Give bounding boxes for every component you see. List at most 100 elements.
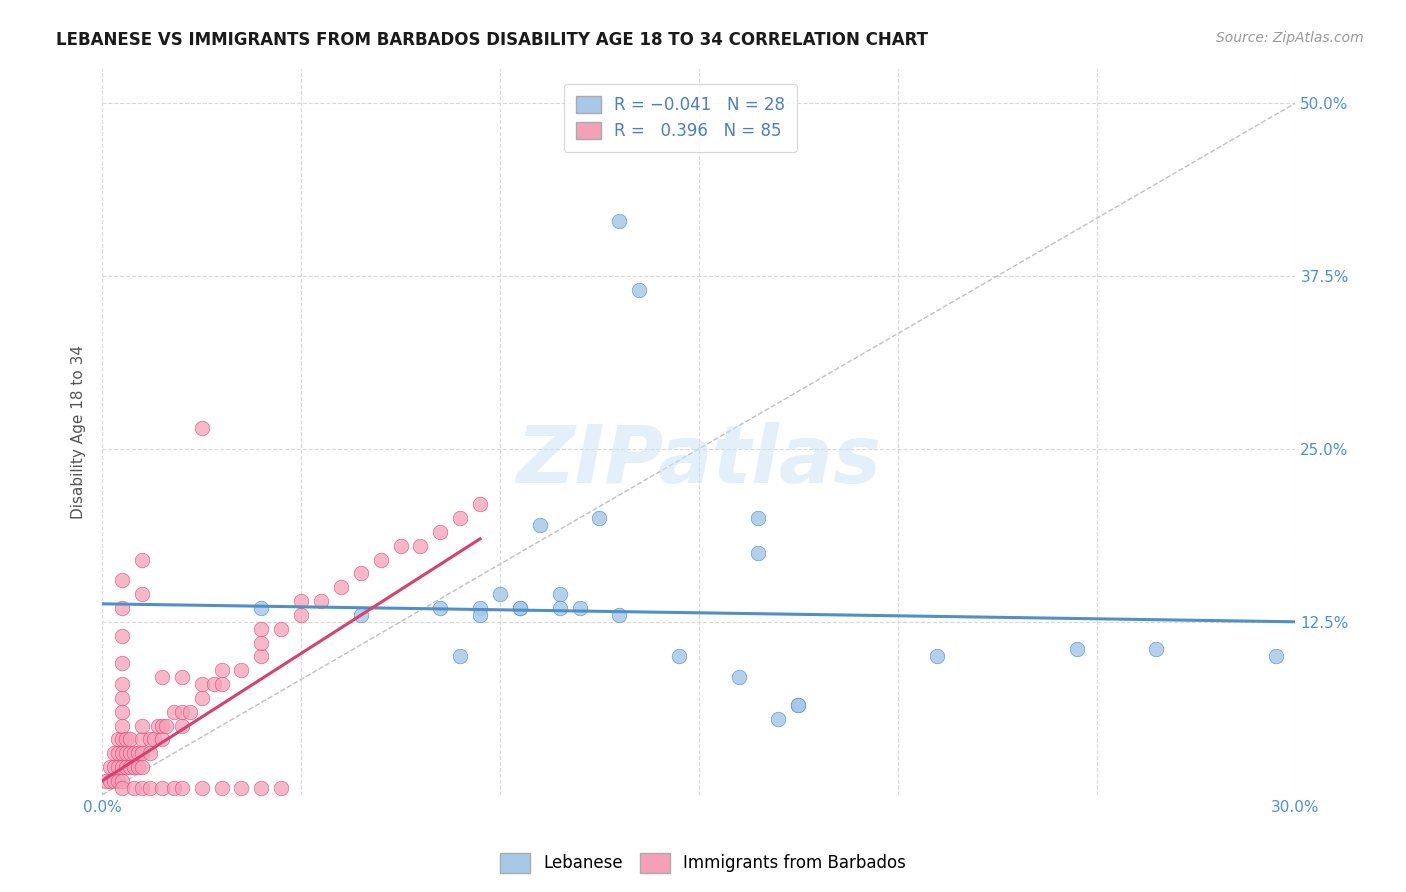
Point [131, 552, 153, 566]
Point [131, 746, 153, 760]
Point [111, 760, 134, 774]
Point [107, 760, 129, 774]
Point [107, 732, 129, 747]
Point [111, 690, 134, 705]
Point [190, 677, 212, 691]
Point [370, 552, 392, 566]
Point [449, 511, 471, 525]
Point [202, 677, 225, 691]
Point [96, 773, 118, 788]
Point [146, 718, 169, 732]
Point [122, 780, 145, 795]
Point [787, 698, 810, 712]
Point [250, 649, 273, 664]
Point [131, 587, 153, 601]
Point [127, 760, 149, 774]
Point [668, 649, 690, 664]
Point [179, 705, 201, 719]
Point [607, 213, 630, 227]
Point [290, 607, 312, 622]
Point [103, 760, 125, 774]
Point [127, 746, 149, 760]
Point [155, 718, 177, 732]
Point [139, 732, 162, 747]
Point [250, 622, 273, 636]
Point [111, 780, 134, 795]
Point [250, 601, 273, 615]
Point [787, 698, 810, 712]
Point [290, 594, 312, 608]
Text: LEBANESE VS IMMIGRANTS FROM BARBADOS DISABILITY AGE 18 TO 34 CORRELATION CHART: LEBANESE VS IMMIGRANTS FROM BARBADOS DIS… [56, 31, 928, 49]
Point [190, 780, 212, 795]
Point [350, 566, 373, 581]
Point [111, 746, 134, 760]
Point [389, 539, 412, 553]
Point [588, 511, 610, 525]
Point [103, 773, 125, 788]
Point [628, 283, 651, 297]
Point [489, 587, 512, 601]
Legend: Lebanese, Immigrants from Barbados: Lebanese, Immigrants from Barbados [494, 847, 912, 880]
Point [111, 574, 134, 588]
Point [231, 780, 253, 795]
Point [118, 732, 141, 747]
Point [131, 780, 153, 795]
Point [111, 657, 134, 671]
Point [409, 539, 432, 553]
Point [170, 705, 193, 719]
Point [107, 746, 129, 760]
Point [927, 649, 949, 664]
Point [170, 670, 193, 684]
Point [747, 546, 769, 560]
Point [329, 580, 352, 594]
Point [118, 760, 141, 774]
Point [107, 773, 129, 788]
Point [548, 601, 571, 615]
Point [111, 705, 134, 719]
Point [103, 746, 125, 760]
Point [548, 587, 571, 601]
Point [468, 601, 491, 615]
Point [122, 746, 145, 760]
Text: Source: ZipAtlas.com: Source: ZipAtlas.com [1216, 31, 1364, 45]
Point [170, 718, 193, 732]
Point [115, 732, 138, 747]
Point [170, 780, 193, 795]
Point [131, 718, 153, 732]
Point [139, 746, 162, 760]
Point [270, 622, 292, 636]
Point [163, 705, 186, 719]
Point [250, 635, 273, 649]
Point [429, 601, 451, 615]
Point [139, 780, 162, 795]
Point [1144, 642, 1167, 657]
Point [190, 421, 212, 435]
Point [468, 607, 491, 622]
Point [111, 629, 134, 643]
Point [211, 677, 233, 691]
Point [529, 518, 551, 533]
Point [727, 670, 749, 684]
Point [111, 677, 134, 691]
Point [449, 649, 471, 664]
Point [250, 780, 273, 795]
Point [150, 718, 173, 732]
Point [231, 663, 253, 677]
Point [1066, 642, 1088, 657]
Point [350, 607, 373, 622]
Point [568, 601, 591, 615]
Point [190, 690, 212, 705]
Point [607, 607, 630, 622]
Y-axis label: Disability Age 18 to 34: Disability Age 18 to 34 [72, 344, 86, 518]
Point [163, 780, 186, 795]
Point [115, 746, 138, 760]
Point [111, 732, 134, 747]
Point [270, 780, 292, 795]
Point [468, 497, 491, 511]
Point [131, 760, 153, 774]
Point [111, 718, 134, 732]
Point [118, 746, 141, 760]
Point [150, 670, 173, 684]
Point [111, 601, 134, 615]
Point [309, 594, 332, 608]
